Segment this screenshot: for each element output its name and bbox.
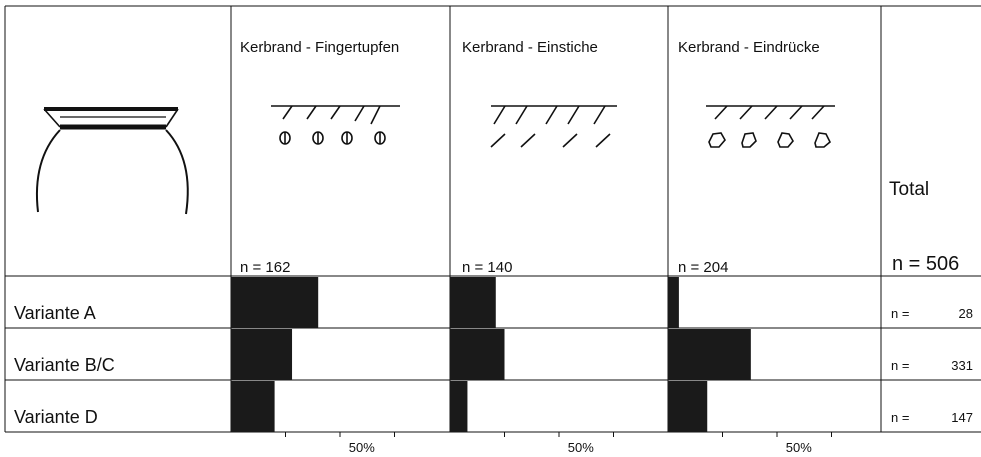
bar-kerbrand-fingertupfen-variante-d <box>231 381 275 432</box>
row-total-value-bc: 331 <box>951 358 973 373</box>
einstiche-rim-icon <box>490 105 617 148</box>
series-title-eindruecke: Kerbrand - Eindrücke <box>678 39 820 56</box>
bar-kerbrand-eindruecke-variante-b-c <box>668 329 751 380</box>
bar-kerbrand-einstiche-variante-d <box>450 381 468 432</box>
axis-tick-label-kerbrand-fingertupfen: 50% <box>349 440 375 455</box>
series-title-einstiche: Kerbrand - Einstiche <box>462 39 598 56</box>
series-title-fingertupfen: Kerbrand - Fingertupfen <box>240 39 399 56</box>
n-label-total: n = 506 <box>892 253 959 275</box>
row-label-variante-d: Variante D <box>14 407 98 427</box>
vessel-drawing <box>35 107 189 215</box>
total-label: Total <box>889 179 929 200</box>
axis-tick-label-kerbrand-eindruecke: 50% <box>786 440 812 455</box>
axes-group: 50% 50% 50% <box>285 432 832 455</box>
row-total-value-d: 147 <box>951 410 973 425</box>
bar-kerbrand-einstiche-variante-b-c <box>450 329 505 380</box>
bar-kerbrand-fingertupfen-variante-b-c <box>231 329 293 380</box>
row-total-prefix-a: n = <box>891 306 909 321</box>
row-label-variante-bc: Variante B/C <box>14 355 115 375</box>
fingertupfen-rim-icon <box>271 105 400 145</box>
bars-group <box>231 277 751 432</box>
n-label-einstiche: n = 140 <box>462 259 512 276</box>
row-label-variante-a: Variante A <box>14 303 96 323</box>
n-label-fingertupfen: n = 162 <box>240 259 290 276</box>
bar-kerbrand-eindruecke-variante-a <box>668 277 679 328</box>
row-total-prefix-bc: n = <box>891 358 909 373</box>
bar-kerbrand-einstiche-variante-a <box>450 277 496 328</box>
n-label-eindruecke: n = 204 <box>678 259 728 276</box>
axis-tick-label-kerbrand-einstiche: 50% <box>568 440 594 455</box>
bar-kerbrand-fingertupfen-variante-a <box>231 277 319 328</box>
row-total-prefix-d: n = <box>891 410 909 425</box>
row-total-value-a: 28 <box>959 306 973 321</box>
bar-kerbrand-eindruecke-variante-d <box>668 381 708 432</box>
eindruecke-rim-icon <box>706 105 835 148</box>
